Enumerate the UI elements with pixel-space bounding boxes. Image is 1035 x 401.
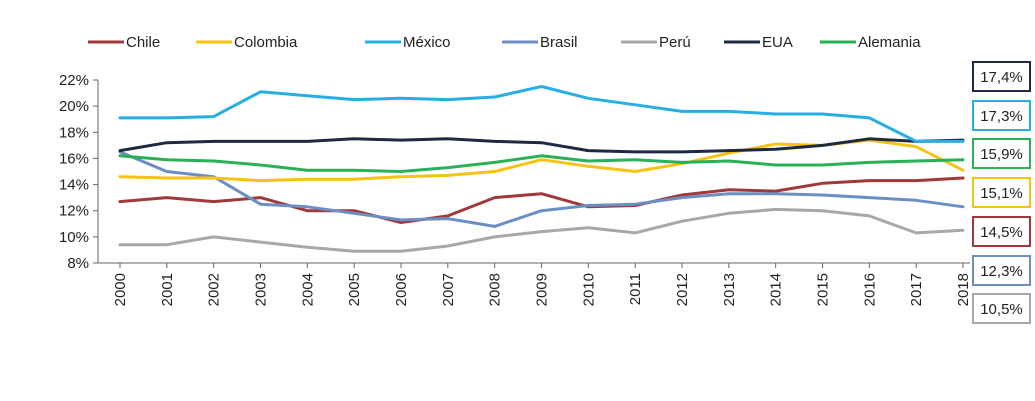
legend-label-3: Brasil [540,34,578,51]
y-tick-label-5: 18% [59,124,89,141]
end-label-box-1 [972,100,1031,131]
y-tick-label-1: 10% [59,229,89,246]
legend-label-4: Perú [659,34,691,51]
x-tick-label-8: 2008 [487,273,504,306]
series-line-6 [118,154,965,173]
x-tick-label-15: 2015 [815,273,832,306]
end-label-3: 15,1% [980,185,1023,202]
x-tick-label-4: 2004 [299,273,316,306]
x-tick-label-10: 2010 [580,273,597,306]
legend-label-5: EUA [762,34,793,51]
series-line-2 [118,85,965,143]
end-label-2: 15,9% [980,146,1023,163]
x-tick-label-16: 2016 [861,273,878,306]
legend-label-2: México [403,34,451,51]
y-tick-label-0: 8% [67,255,89,272]
y-tick-label-2: 12% [59,203,89,220]
series-line-1 [118,138,965,183]
x-tick-label-14: 2014 [768,273,785,306]
end-label-box-6 [972,293,1031,324]
end-label-box-2 [972,138,1031,169]
x-tick-label-3: 2003 [253,273,270,306]
end-label-box-4 [972,216,1031,247]
legend-label-1: Colombia [234,34,298,51]
end-label-6: 10,5% [980,301,1023,318]
x-tick-label-17: 2017 [908,273,925,306]
x-tick-label-9: 2009 [534,273,551,306]
end-label-1: 17,3% [980,108,1023,125]
y-axis: 8% 10% 12% 14% 16% 18% 20% 22% [59,72,99,272]
end-label-box-0 [972,61,1031,92]
x-tick-label-11: 2011 [627,273,644,305]
legend-label-6: Alemania [858,34,921,51]
x-tick-label-7: 2007 [440,273,457,306]
y-tick-label-7: 22% [59,72,89,89]
series-line-4 [118,207,965,253]
x-tick-label-5: 2005 [346,273,363,306]
end-label-4: 14,5% [980,224,1023,241]
y-tick-label-4: 16% [59,150,89,167]
end-label-0: 17,4% [980,69,1023,86]
plot-area [118,85,965,253]
y-tick-label-3: 14% [59,177,89,194]
series-line-5 [118,137,965,154]
series-line-0 [118,176,965,224]
end-label-box-3 [972,177,1031,208]
x-tick-label-18: 2018 [955,273,972,306]
x-tick-label-6: 2006 [393,273,410,306]
x-tick-label-2: 2002 [206,273,223,306]
end-labels: 17,4% 17,3% 15,9% 15,1% 14,5% 12,3% 10,5% [972,61,1031,324]
series-line-3 [118,150,965,228]
x-tick-label-1: 2001 [159,273,176,306]
end-label-box-5 [972,255,1031,286]
end-label-5: 12,3% [980,263,1023,280]
y-tick-label-6: 20% [59,98,89,115]
x-tick-label-13: 2013 [721,273,738,306]
x-tick-label-12: 2012 [674,273,691,306]
x-tick-label-0: 2000 [112,273,129,306]
legend: Chile Colombia México Brasil Perú EUA Alemania [88,34,921,51]
x-axis: 2000 2001 2002 2003 2004 2005 2006 2007 2008 2009… [98,262,972,306]
legend-label-0: Chile [126,34,160,51]
